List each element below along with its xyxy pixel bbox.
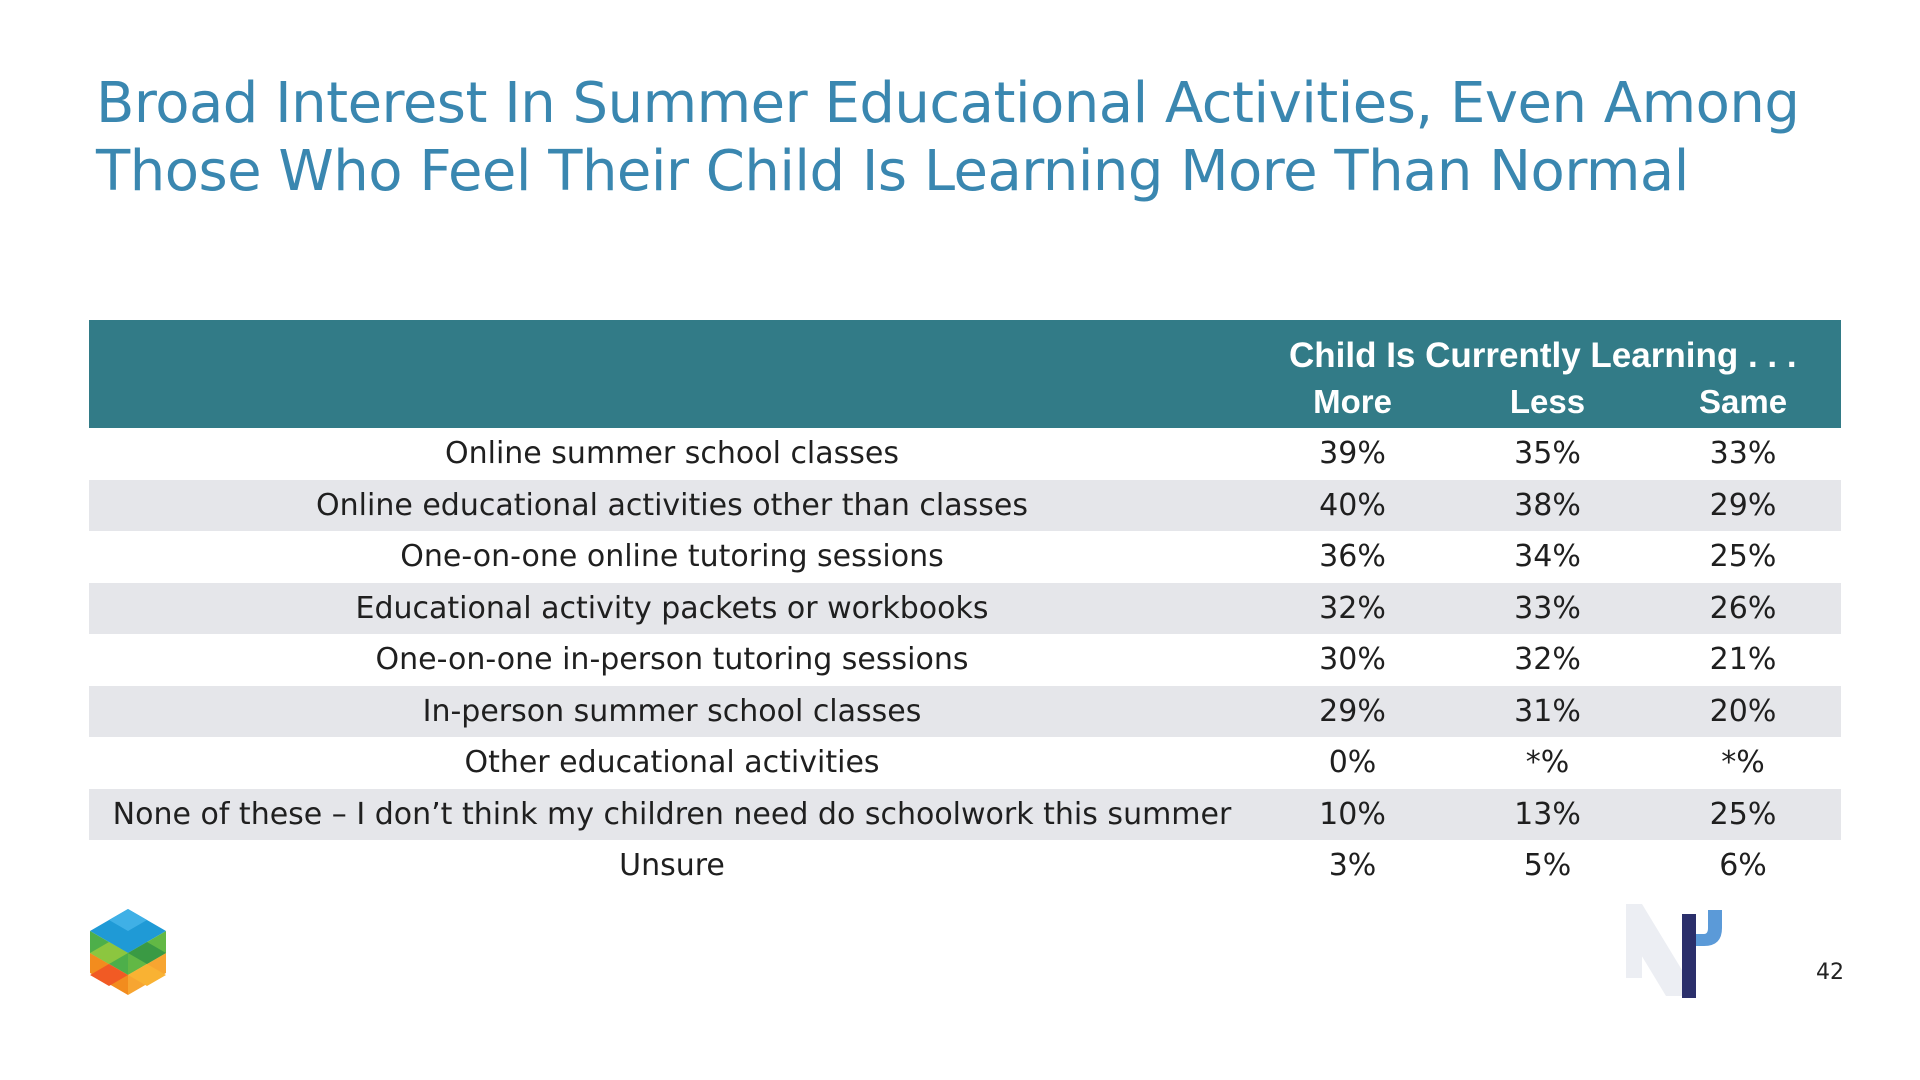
cell-same: 21% — [1645, 634, 1842, 686]
cell-less: 31% — [1450, 685, 1645, 737]
np-logo-icon — [1626, 904, 1722, 998]
cell-more: 10% — [1255, 788, 1450, 840]
cell-more: 30% — [1255, 634, 1450, 686]
header-empty-cell — [89, 376, 1255, 428]
row-label: Online educational activities other than… — [89, 479, 1255, 531]
cell-more: 29% — [1255, 685, 1450, 737]
cell-more: 36% — [1255, 531, 1450, 583]
table-row: One-on-one online tutoring sessions 36% … — [89, 531, 1842, 583]
column-header-more: More — [1255, 376, 1450, 428]
table-row: Online summer school classes 39% 35% 33% — [89, 428, 1842, 480]
cell-same: *% — [1645, 737, 1842, 789]
cell-same: 6% — [1645, 840, 1842, 892]
cell-more: 39% — [1255, 428, 1450, 480]
row-label: Other educational activities — [89, 737, 1255, 789]
cell-more: 0% — [1255, 737, 1450, 789]
cell-same: 29% — [1645, 479, 1842, 531]
cell-more: 40% — [1255, 479, 1450, 531]
cell-same: 33% — [1645, 428, 1842, 480]
row-label: Online summer school classes — [89, 428, 1255, 480]
cell-less: 38% — [1450, 479, 1645, 531]
cell-less: *% — [1450, 737, 1645, 789]
table-row: In-person summer school classes 29% 31% … — [89, 685, 1842, 737]
table-row: One-on-one in-person tutoring sessions 3… — [89, 634, 1842, 686]
column-header-less: Less — [1450, 376, 1645, 428]
cell-more: 32% — [1255, 582, 1450, 634]
cell-less: 33% — [1450, 582, 1645, 634]
row-label: Unsure — [89, 840, 1255, 892]
table-group-header-row: Child Is Currently Learning . . . — [89, 320, 1842, 376]
cell-less: 5% — [1450, 840, 1645, 892]
table-row: Online educational activities other than… — [89, 479, 1842, 531]
cell-less: 35% — [1450, 428, 1645, 480]
table-row: Unsure 3% 5% 6% — [89, 840, 1842, 892]
cell-less: 13% — [1450, 788, 1645, 840]
cell-same: 20% — [1645, 685, 1842, 737]
slide-title-line-1: Broad Interest In Summer Educational Act… — [96, 71, 1800, 136]
slide-title-line-2: Those Who Feel Their Child Is Learning M… — [96, 139, 1689, 204]
cell-less: 32% — [1450, 634, 1645, 686]
group-header: Child Is Currently Learning . . . — [1255, 320, 1842, 376]
cell-same: 25% — [1645, 788, 1842, 840]
row-label: In-person summer school classes — [89, 685, 1255, 737]
cube-logo-icon — [90, 909, 166, 995]
cell-same: 25% — [1645, 531, 1842, 583]
slide-title: Broad Interest In Summer Educational Act… — [96, 70, 1800, 206]
table-column-header-row: More Less Same — [89, 376, 1842, 428]
cell-more: 3% — [1255, 840, 1450, 892]
row-label: Educational activity packets or workbook… — [89, 582, 1255, 634]
column-header-same: Same — [1645, 376, 1842, 428]
table-row: Educational activity packets or workbook… — [89, 582, 1842, 634]
cell-less: 34% — [1450, 531, 1645, 583]
row-label: One-on-one in-person tutoring sessions — [89, 634, 1255, 686]
header-empty-cell — [89, 320, 1255, 376]
cell-same: 26% — [1645, 582, 1842, 634]
table-row: None of these – I don’t think my childre… — [89, 788, 1842, 840]
table-row: Other educational activities 0% *% *% — [89, 737, 1842, 789]
page-number: 42 — [1816, 960, 1844, 985]
row-label: None of these – I don’t think my childre… — [89, 788, 1255, 840]
results-table: Child Is Currently Learning . . . More L… — [89, 320, 1842, 892]
row-label: One-on-one online tutoring sessions — [89, 531, 1255, 583]
